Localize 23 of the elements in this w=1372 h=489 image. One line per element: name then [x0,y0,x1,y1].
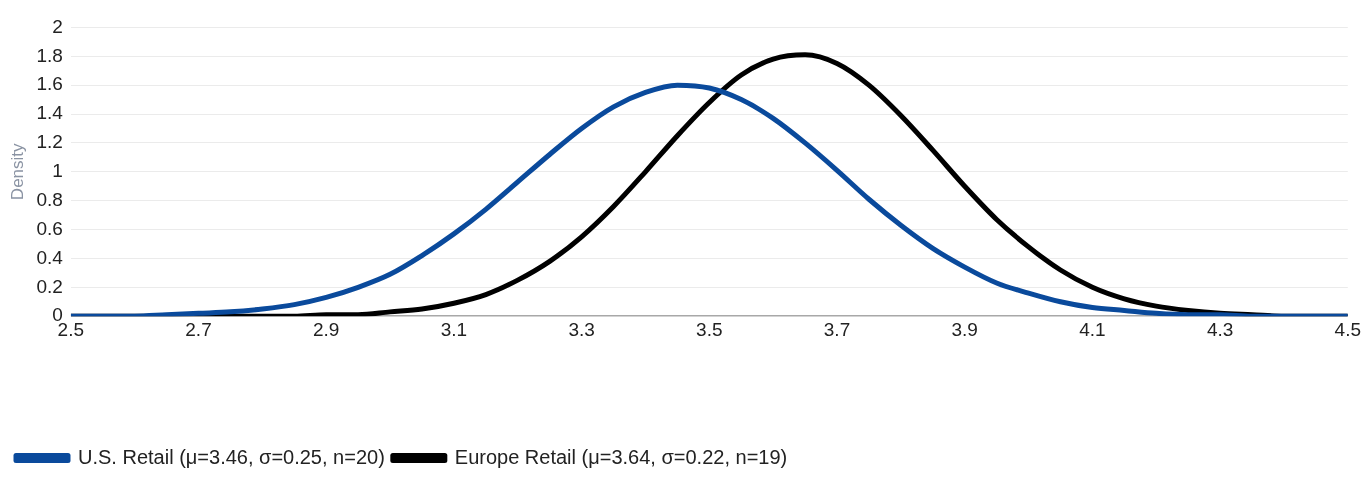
y-tick-label: 0.8 [36,188,63,210]
y-tick-label: 1.4 [36,102,64,124]
legend-label: Europe Retail (μ=3.64, σ=0.22, n=19) [454,445,788,468]
y-tick-label: 2 [52,15,63,37]
y-tick-label: 0.6 [36,217,63,239]
x-tick-label: 3.7 [823,318,851,340]
y-tick-label: 1.6 [36,73,63,95]
y-tick-label: 0.2 [36,275,63,297]
x-tick-label: 4.3 [1206,318,1234,340]
y-tick-label: 1.2 [36,131,63,153]
x-tick-label: 2.9 [313,318,340,340]
y-axis-title: Density [7,142,27,201]
y-tick-label: 1 [52,160,63,182]
x-tick-label: 3.1 [440,318,468,340]
y-tick-label: 0.4 [36,246,64,268]
legend-label: U.S. Retail (μ=3.46, σ=0.25, n=20) [78,445,385,468]
x-tick-label: 4.5 [1334,318,1361,340]
x-tick-label: 3.9 [951,318,978,340]
x-tick-label: 3.5 [696,318,723,340]
x-tick-label: 3.3 [568,318,595,340]
x-tick-label: 2.7 [185,318,212,340]
x-tick-label: 4.1 [1079,318,1106,340]
y-tick-label: 1.8 [36,44,63,66]
